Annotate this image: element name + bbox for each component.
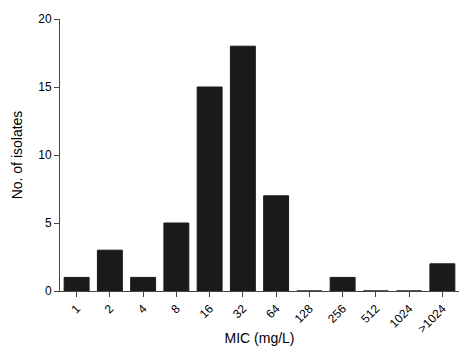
svg-text:64: 64	[263, 302, 283, 322]
svg-text:16: 16	[197, 302, 217, 322]
svg-text:10: 10	[38, 148, 52, 162]
svg-text:128: 128	[292, 302, 316, 326]
svg-text:4: 4	[135, 302, 150, 317]
svg-text:>1024: >1024	[415, 302, 449, 336]
svg-text:MIC (mg/L): MIC (mg/L)	[225, 330, 295, 346]
svg-text:8: 8	[168, 302, 183, 317]
svg-text:0: 0	[45, 284, 52, 298]
svg-text:15: 15	[38, 80, 52, 94]
svg-text:2: 2	[102, 302, 117, 317]
svg-text:1: 1	[68, 302, 83, 317]
svg-text:5: 5	[45, 216, 52, 230]
svg-text:256: 256	[325, 302, 349, 326]
svg-text:1024: 1024	[387, 302, 416, 331]
svg-text:32: 32	[230, 302, 250, 322]
svg-text:No. of isolates: No. of isolates	[9, 111, 25, 200]
svg-text:512: 512	[358, 302, 382, 326]
svg-text:20: 20	[38, 12, 52, 26]
